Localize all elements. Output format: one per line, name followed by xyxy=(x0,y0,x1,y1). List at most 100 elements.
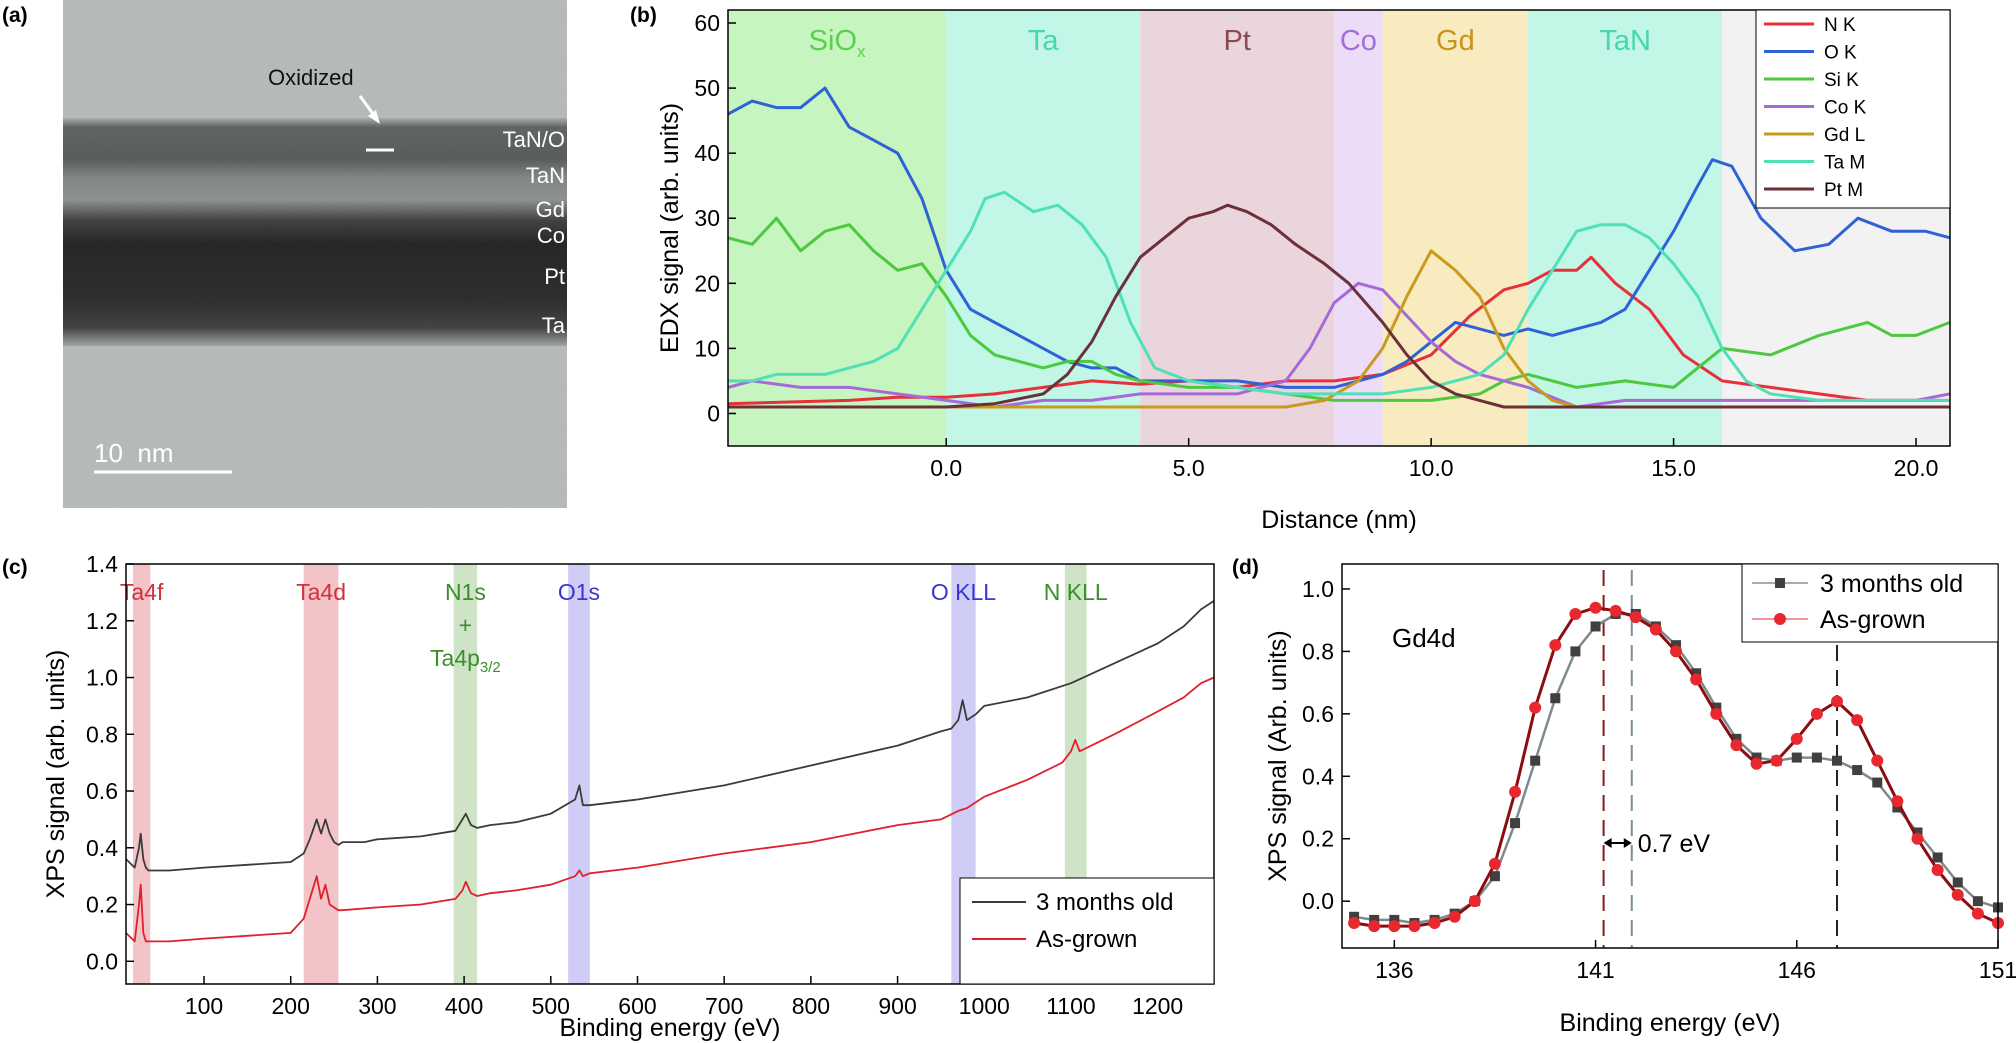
series-3-months-old-point xyxy=(1731,733,1742,744)
gd4d-label: Gd4d xyxy=(1392,623,1456,653)
y-tick-label: 20 xyxy=(694,270,720,296)
band-label: Ta4f xyxy=(120,579,164,605)
x-tick-label: 5.0 xyxy=(1173,455,1205,481)
x-tick-label: 146 xyxy=(1778,957,1816,983)
series-3-months-old-point xyxy=(1912,827,1923,838)
series-3-months-old-point xyxy=(1872,777,1883,788)
tem-layer-co: Co xyxy=(537,223,565,248)
band-label: O KLL xyxy=(931,579,996,605)
band-ta4f-highlight xyxy=(132,564,151,984)
series-3-months-old-point xyxy=(1932,852,1943,863)
legend-swatch-marker xyxy=(1774,613,1786,625)
series-as-grown-point xyxy=(1750,757,1763,770)
series-as-grown-point xyxy=(1911,832,1924,845)
band-label: N1s xyxy=(445,579,486,605)
x-tick-label: 136 xyxy=(1375,957,1413,983)
legend-swatch-marker xyxy=(1775,578,1785,588)
tem-layer-labels: TaN/O TaN Gd Co Pt Ta xyxy=(503,127,566,338)
y-tick-label: 1.4 xyxy=(86,551,118,577)
tem-layer-gd: Gd xyxy=(536,197,565,222)
x-tick-label: 0.0 xyxy=(930,455,962,481)
y-tick-label: 50 xyxy=(694,75,720,101)
series-ta-m-line xyxy=(728,190,1950,402)
band-label: Ta4d xyxy=(296,579,346,605)
series-as-grown-point xyxy=(1790,732,1803,745)
series-as-grown-point xyxy=(1871,754,1884,767)
panel-b: (b) SiOxTaPtCoGdTaNSiOx(C) 0.05.010.015.… xyxy=(630,4,1951,534)
series-3-months-old-fit xyxy=(1353,612,1999,925)
y-tick-label: 0.6 xyxy=(1302,701,1334,727)
legend-label: N K xyxy=(1824,15,1856,36)
legend-label: Si K xyxy=(1824,70,1859,91)
panel-b-label: (b) xyxy=(630,4,657,27)
series-as-grown-point xyxy=(1408,920,1421,933)
gd4d-series xyxy=(1348,601,2004,933)
xps-series xyxy=(125,600,1215,943)
shift-arrowhead-left xyxy=(1603,838,1612,848)
region-bands xyxy=(728,10,1950,446)
edx-series xyxy=(727,86,1951,409)
series-3-months-old-point xyxy=(1671,640,1682,651)
y-tick-label: 0.6 xyxy=(86,778,118,804)
x-axis-title: Binding energy (eV) xyxy=(1560,1009,1781,1037)
y-tick-label: 40 xyxy=(694,140,720,166)
series-3-months-old-point xyxy=(1952,877,1963,888)
y-axis-title: XPS signal (arb. units) xyxy=(42,650,70,899)
series-3-months-old-point xyxy=(1530,755,1541,766)
y-tick-label: 10 xyxy=(694,335,720,361)
series-3-months-old-point xyxy=(1852,765,1863,776)
x-tick-label: 700 xyxy=(705,993,743,1019)
legend: N K O K Si K Co K Gd L Ta M Pt M xyxy=(1755,9,1951,209)
legend-label: As-grown xyxy=(1820,606,1926,634)
series-as-grown-point xyxy=(1529,701,1542,714)
region-label: Ta xyxy=(1028,25,1060,57)
x-tick-label: 1200 xyxy=(1132,993,1183,1019)
series-as-grown-point xyxy=(1810,707,1823,720)
legend-label: As-grown xyxy=(1036,926,1137,953)
y-tick-label: 1.0 xyxy=(86,665,118,691)
band-o1s-highlight xyxy=(568,564,590,984)
series-as-grown-point xyxy=(1670,645,1683,658)
tem-layer-tan: TaN xyxy=(526,163,565,188)
series-3-months-old-point xyxy=(1550,693,1561,704)
axes: 0.0 5.0 10.0 15.0 20.0 0 10 20 30 40 50 60 xyxy=(694,10,1938,481)
legend: 3 months old As-grown xyxy=(959,877,1215,985)
x-tick-label: 200 xyxy=(272,993,310,1019)
x-tick-label: 300 xyxy=(358,993,396,1019)
series-3-months-old-point xyxy=(1349,911,1360,922)
region-label: Gd xyxy=(1436,25,1475,57)
region-label: SiOx xyxy=(809,25,866,61)
series-3-months-old-point xyxy=(1791,752,1802,763)
series-3-months-old-point xyxy=(1570,646,1581,657)
panel-c: (c) Ta4f Ta4d N1s + Ta4p3/2 O1s O KLL N KLL 100… xyxy=(2,551,1215,1042)
x-tick-label: 100 xyxy=(185,993,223,1019)
x-tick-label: 500 xyxy=(532,993,570,1019)
x-tick-label: 10.0 xyxy=(1409,455,1454,481)
x-tick-label: 151 xyxy=(1979,957,2016,983)
shift-indicator: 0.7 eV xyxy=(1603,830,1710,858)
shift-arrowhead-right xyxy=(1623,838,1632,848)
series-pt-m-line xyxy=(728,203,1950,409)
series-3-months-old-line xyxy=(125,600,1215,872)
peak-labels: Ta4f Ta4d N1s + Ta4p3/2 O1s O KLL N KLL xyxy=(120,579,1108,676)
y-tick-label: 0.4 xyxy=(86,835,118,861)
series-3-months-old-point xyxy=(1972,896,1983,907)
y-tick-label: 30 xyxy=(694,205,720,231)
series-as-grown-point xyxy=(1931,863,1944,876)
y-tick-label: 0.0 xyxy=(1302,888,1334,914)
y-tick-label: 60 xyxy=(694,10,720,36)
series-as-grown-point xyxy=(1609,604,1622,617)
legend-label: Co K xyxy=(1824,98,1867,119)
region-gd-band xyxy=(1382,10,1529,446)
plot-frame xyxy=(1341,563,1999,949)
series-3-months-old-point xyxy=(1691,668,1702,679)
tem-layer-ta: Ta xyxy=(542,313,566,338)
series-as-grown-point xyxy=(1951,888,1964,901)
tem-stack-noise xyxy=(63,118,567,346)
y-tick-label: 1.0 xyxy=(1302,576,1334,602)
region-label: Co xyxy=(1340,25,1377,57)
y-tick-label: 0 xyxy=(707,400,720,426)
series-co-k-line xyxy=(727,281,1951,409)
x-tick-label: 600 xyxy=(618,993,656,1019)
series-3-months-old-point xyxy=(1369,914,1380,925)
